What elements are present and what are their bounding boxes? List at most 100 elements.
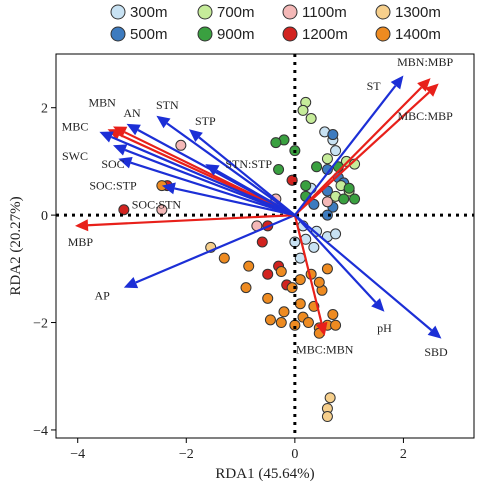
arrow-soc-stp [118,156,296,217]
legend-label-900m: 900m [217,26,255,43]
point-1400m [294,274,306,286]
arrow-ph [294,214,385,312]
point-1400m [302,317,314,329]
legend-swatch-900m [197,26,213,42]
arrow-label-stp: STP [195,114,216,128]
arrow-label-mbp: MBP [68,235,94,249]
arrow-label-stn-stp: STN:STP [225,157,272,171]
legend-swatch-1300m [375,4,391,20]
arrow-stn [156,115,296,217]
legend-swatch-500m [110,26,126,42]
point-500m [327,129,339,141]
axis-ticks: −4 −2 0 2 −4 −2 0 2 [33,102,407,462]
arrow-sbd [294,214,442,339]
arrow-label-soc-stn: SOC:STN [132,197,182,211]
arrow-mbp [75,214,295,232]
reference-lines [56,54,474,438]
arrows-layer [75,75,442,339]
legend-label-300m: 300m [130,4,168,21]
x-tick-label: −4 [70,447,85,462]
point-1400m [327,308,339,320]
point-300m [311,225,323,237]
point-1300m [321,411,333,423]
y-tick-label: 2 [41,102,48,117]
point-700m [321,153,333,165]
x-axis-title: RDA1 (45.64%) [215,466,314,482]
x-tick-label: 0 [291,447,298,462]
legend-label-700m: 700m [217,4,255,21]
point-1200m [256,236,268,248]
arrow-label-st: ST [367,79,382,93]
arrow-ap [123,214,296,289]
point-1100m [321,196,333,208]
arrow-label-mbn-mbp: MBN:MBP [397,55,453,69]
arrow-stp [189,129,296,216]
arrow-label-mbn: MBN [88,95,116,109]
y-tick-label: −4 [33,424,48,439]
x-tick-label: −2 [179,447,194,462]
legend-swatch-1100m [282,4,298,20]
arrow-labels-layer: MBN:MBP MBC:MBP ST MBC:MBN pH SBD AP MBP MBC MBN S… [62,55,454,359]
point-1400m [243,260,255,272]
arrow-swc [99,131,296,217]
point-1400m [286,282,298,294]
legend-label-1100m: 1100m [302,4,347,21]
point-900m [300,180,312,192]
point-1300m [324,392,336,404]
arrow-mbc-mbp [294,83,439,216]
point-300m [308,241,320,253]
legend-swatch-700m [197,4,213,20]
legend-label-500m: 500m [130,26,168,43]
arrow-label-sbd: SBD [424,345,448,359]
arrow-soc-stn [161,182,296,217]
legend-label-1400m: 1400m [395,26,441,43]
point-700m [305,112,317,124]
legend-swatch-1400m [375,26,391,42]
arrow-label-ph: pH [377,321,392,335]
point-1400m [313,276,325,288]
point-1200m [118,204,130,216]
arrow-label-ap: AP [94,289,110,303]
y-tick-label: −2 [33,317,48,332]
point-900m [338,193,350,205]
point-900m [311,161,323,173]
arrow-st [293,75,404,216]
y-axis-title: RDA2 (20.27%) [8,196,24,295]
point-900m [273,163,285,175]
point-500m [308,198,320,210]
legend-label-1200m: 1200m [302,26,348,43]
arrow-mbn-mbp [294,78,431,216]
arrow-label-stn: STN [156,98,179,112]
arrow-label-mbc-mbn: MBC:MBN [296,342,354,356]
arrow-label-mbc: MBC [62,120,89,134]
legend-swatch-1200m [282,26,298,42]
point-1100m [175,139,187,151]
y-tick-label: 0 [41,209,48,224]
arrow-label-mbc-mbp: MBC:MBP [397,109,453,123]
point-900m [343,182,355,194]
arrow-mbc-mbn [293,214,328,336]
point-1400m [294,298,306,310]
point-1400m [275,266,287,278]
point-1400m [330,319,342,331]
arrow-label-soc: SOC [101,157,124,171]
point-1400m [240,282,252,294]
arrow-label-swc: SWC [62,149,88,163]
point-300m [330,145,342,157]
legend-label-1300m: 1300m [395,4,441,21]
point-1400m [321,263,333,275]
point-1400m [262,292,274,304]
point-300m [330,228,342,240]
point-900m [270,137,282,149]
arrow-stn-stp [205,164,296,217]
point-1400m [278,306,290,318]
point-700m [297,104,309,116]
legend: 300m 500m 700m 900m 1100m 1200m 1300m 1400m [110,4,441,43]
plot-frame [55,53,475,439]
legend-swatch-300m [110,4,126,20]
arrow-label-soc-stp: SOC:STP [89,179,137,193]
x-tick-label: 2 [400,447,407,462]
point-1400m [275,317,287,329]
